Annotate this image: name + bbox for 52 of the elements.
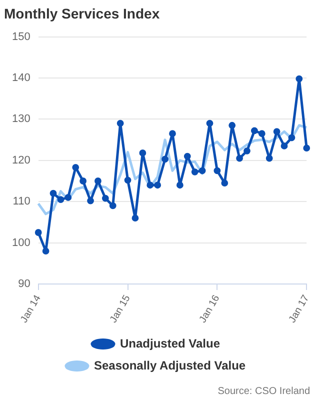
point: [102, 194, 109, 202]
point: [258, 130, 266, 138]
point: [206, 120, 214, 127]
point: [42, 248, 50, 254]
x-tick-label: Jan 17: [287, 293, 312, 325]
y-tick-label: 130: [12, 113, 30, 126]
point: [139, 150, 146, 156]
point: [250, 127, 258, 134]
x-tick-label: Jan 14: [18, 293, 44, 325]
point: [57, 196, 64, 203]
point: [94, 178, 102, 184]
point: [296, 75, 303, 82]
point: [273, 128, 280, 136]
point: [146, 182, 154, 189]
point: [280, 142, 288, 150]
point: [244, 147, 250, 154]
y-tick-label: 140: [12, 72, 30, 84]
point: [198, 167, 206, 174]
point: [303, 144, 310, 152]
x-tick-label: Jan 16: [198, 293, 222, 325]
y-tick-label: 150: [12, 30, 30, 43]
point: [236, 154, 243, 162]
point: [109, 202, 116, 210]
point: [191, 168, 198, 176]
point: [214, 167, 221, 174]
point: [80, 178, 87, 184]
y-tick-label: 110: [12, 196, 30, 208]
point: [288, 134, 296, 142]
y-tick-label: 90: [18, 278, 30, 290]
chart-title: Monthly Services Index: [4, 5, 160, 22]
point: [124, 176, 132, 184]
point: [169, 130, 176, 138]
point: [116, 120, 124, 127]
point: [50, 190, 57, 197]
point: [72, 164, 80, 171]
point: [154, 182, 162, 189]
point: [176, 182, 184, 189]
point: [221, 180, 228, 187]
legend-label: Seasonally Adjusted Value: [94, 358, 246, 372]
legend-label: Unadjusted Value: [120, 336, 220, 350]
point: [266, 154, 273, 162]
point: [34, 229, 42, 236]
point: [64, 194, 72, 201]
y-tick-label: 120: [12, 154, 30, 166]
point: [87, 197, 94, 204]
source-note: Source: CSO Ireland: [218, 386, 310, 397]
point: [184, 152, 191, 160]
point: [162, 156, 168, 163]
point: [228, 122, 236, 129]
y-tick-label: 100: [12, 236, 30, 249]
point: [132, 214, 139, 222]
x-tick-label: Jan 15: [108, 293, 133, 325]
